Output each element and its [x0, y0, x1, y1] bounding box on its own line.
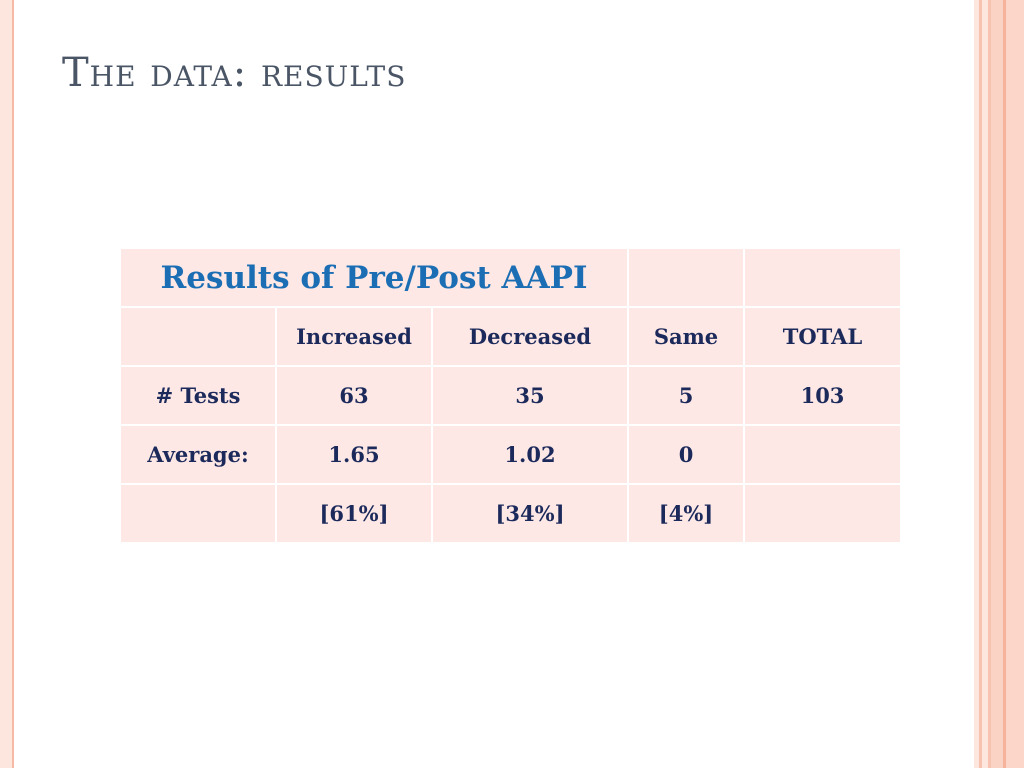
header-cell-increased: Increased — [275, 306, 433, 367]
header-cell-same: Same — [627, 306, 745, 367]
left-decorative-border — [0, 0, 14, 768]
table-cell-percent: [61%] — [275, 483, 433, 544]
table-cell: 1.65 — [275, 424, 433, 485]
table-cell-percent: [34%] — [431, 483, 629, 544]
table-cell: 35 — [431, 365, 629, 426]
row-label: # Tests — [119, 365, 277, 426]
table-cell: 0 — [627, 424, 745, 485]
header-cell-empty — [119, 306, 277, 367]
table-row: [61%] [34%] [4%] — [119, 483, 902, 544]
row-label — [119, 483, 277, 544]
header-cell-total: TOTAL — [743, 306, 902, 367]
table-cell: 5 — [627, 365, 745, 426]
table-cell-percent — [743, 483, 902, 544]
table-row: # Tests 63 35 5 103 — [119, 365, 902, 426]
results-table: Results of Pre/Post AAPI Increased Decre… — [119, 247, 902, 544]
header-cell-decreased: Decreased — [431, 306, 629, 367]
table-cell — [743, 424, 902, 485]
row-label: Average: — [119, 424, 277, 485]
table-cell-percent: [4%] — [627, 483, 745, 544]
table-cell — [743, 247, 902, 308]
table-caption-cell: Results of Pre/Post AAPI — [119, 247, 629, 308]
table-cell: 1.02 — [431, 424, 629, 485]
right-decorative-stripes — [974, 0, 1024, 768]
table-row: Average: 1.65 1.02 0 — [119, 424, 902, 485]
table-header-row: Increased Decreased Same TOTAL — [119, 306, 902, 367]
table-caption: Results of Pre/Post AAPI — [160, 259, 588, 296]
table-cell — [627, 247, 745, 308]
table-cell: 63 — [275, 365, 433, 426]
table-cell: 103 — [743, 365, 902, 426]
slide-title: The data: results — [62, 50, 407, 96]
table-caption-row: Results of Pre/Post AAPI — [119, 247, 902, 308]
